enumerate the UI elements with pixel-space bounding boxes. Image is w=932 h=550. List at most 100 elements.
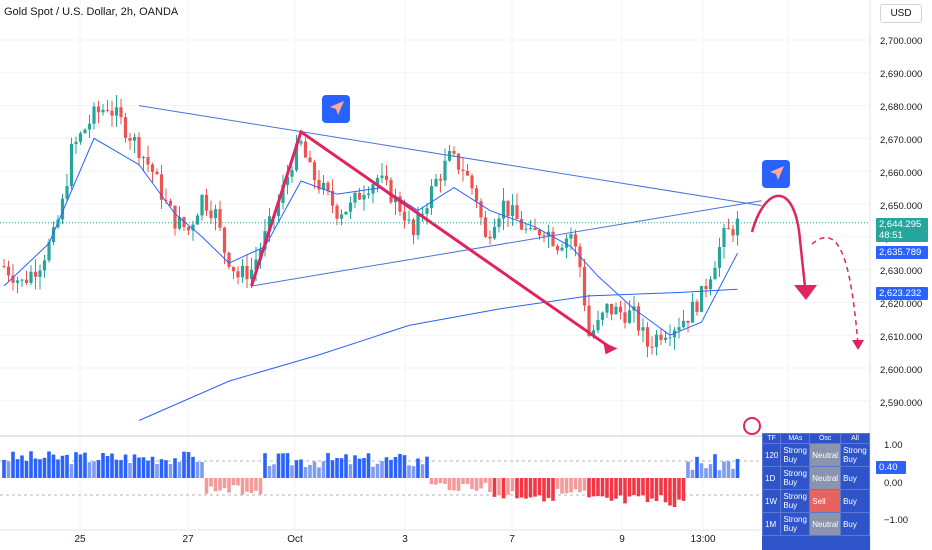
candle-body	[641, 327, 645, 331]
candle-body	[317, 179, 321, 190]
osc-bar	[209, 478, 213, 487]
candle-body	[731, 229, 735, 236]
candle-body	[627, 310, 632, 323]
osc-bar	[128, 462, 132, 478]
osc-bar	[20, 455, 24, 478]
ta-header-all: All	[840, 433, 870, 444]
fast-ma-tag: 2,635.789	[876, 246, 928, 259]
osc-bar	[420, 464, 425, 478]
time-label: 13:00	[690, 534, 716, 545]
osc-bar	[528, 478, 533, 498]
candle-body	[150, 164, 155, 172]
candle-body	[159, 174, 164, 200]
candle-body	[87, 123, 92, 130]
candle-body	[236, 271, 240, 278]
candle-body	[659, 334, 663, 340]
ta-osc: Neutral	[809, 512, 842, 536]
candle-body	[735, 218, 740, 236]
osc-bar	[627, 478, 632, 497]
candle-body	[537, 229, 542, 236]
candle-body	[344, 211, 348, 215]
candle-body	[452, 150, 456, 154]
candle-body	[362, 194, 366, 200]
candle-body	[596, 319, 600, 331]
forecast-arrow	[750, 194, 808, 297]
osc-bar	[470, 478, 474, 490]
osc-bar	[510, 478, 515, 492]
osc-bar	[488, 478, 492, 492]
osc-bar	[668, 478, 672, 506]
candle-body	[555, 245, 560, 251]
osc-bar	[2, 459, 6, 478]
osc-bar	[155, 464, 159, 478]
candle-body	[708, 279, 713, 290]
candle-body	[47, 242, 51, 261]
osc-bar	[249, 478, 254, 493]
price-label: 2,680.000	[880, 102, 923, 113]
osc-bar	[407, 465, 411, 478]
candle-body	[92, 106, 96, 124]
osc-bar	[60, 455, 65, 478]
osc-bar	[290, 465, 294, 478]
osc-bar	[677, 478, 681, 500]
osc-bar	[191, 456, 195, 478]
currency-button[interactable]: USD	[880, 4, 922, 23]
candle-body	[83, 129, 87, 134]
candle-body	[33, 271, 38, 277]
osc-bar	[42, 457, 47, 478]
osc-bar	[515, 478, 519, 499]
candle-body	[650, 346, 654, 348]
time-label: 7	[509, 534, 515, 545]
candle-body	[564, 238, 569, 248]
candle-body	[699, 286, 704, 312]
osc-bar	[231, 478, 236, 486]
ta-mas: Strong Buy	[780, 489, 811, 513]
trend-line	[251, 200, 762, 287]
osc-bar	[218, 478, 222, 491]
ta-mas: Strong Buy	[780, 443, 811, 467]
candle-body	[429, 186, 434, 209]
ta-header-osc: Osc	[809, 433, 842, 444]
candle-body	[267, 216, 272, 232]
candle-body	[65, 186, 69, 199]
candle-body	[132, 137, 137, 141]
ta-all: Buy	[840, 489, 870, 513]
candle-body	[294, 143, 299, 171]
candle-body	[434, 178, 438, 187]
osc-bar	[609, 478, 614, 501]
osc-bar	[335, 458, 339, 478]
candle-body	[510, 205, 515, 217]
candle-body	[600, 312, 605, 320]
osc-bar	[173, 458, 177, 478]
candle-body	[506, 200, 510, 217]
arrow-head	[603, 342, 618, 355]
osc-bar	[326, 453, 330, 478]
osc-bar	[321, 461, 326, 478]
osc-bar	[150, 456, 155, 478]
ta-osc: Neutral	[809, 443, 842, 467]
osc-bar	[456, 478, 461, 491]
candle-body	[645, 327, 650, 347]
candle-body	[474, 188, 479, 202]
osc-bar	[587, 478, 591, 498]
osc-bar	[380, 461, 384, 478]
candle-body	[713, 267, 717, 280]
candle-body	[308, 157, 312, 163]
candle-body	[213, 209, 218, 219]
forecast-arrow-head	[794, 285, 817, 300]
candle-body	[110, 110, 114, 116]
osc-bar	[542, 478, 546, 502]
candle-body	[663, 337, 668, 340]
candle-body	[443, 160, 447, 181]
osc-bar	[384, 457, 389, 478]
osc-bar	[123, 454, 128, 478]
osc-bar	[317, 467, 321, 478]
slow-ma-tag: 2,623.232	[876, 287, 928, 300]
candle-body	[573, 234, 578, 247]
candle-body	[222, 227, 227, 253]
osc-bar	[339, 458, 344, 478]
countdown: 48:51	[879, 230, 903, 241]
candle-body	[722, 227, 726, 248]
candle-body	[11, 275, 15, 283]
